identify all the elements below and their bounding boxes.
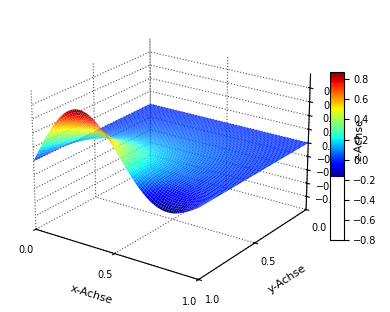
X-axis label: x-Achse: x-Achse bbox=[69, 283, 114, 305]
Y-axis label: y-Achse: y-Achse bbox=[266, 263, 308, 295]
